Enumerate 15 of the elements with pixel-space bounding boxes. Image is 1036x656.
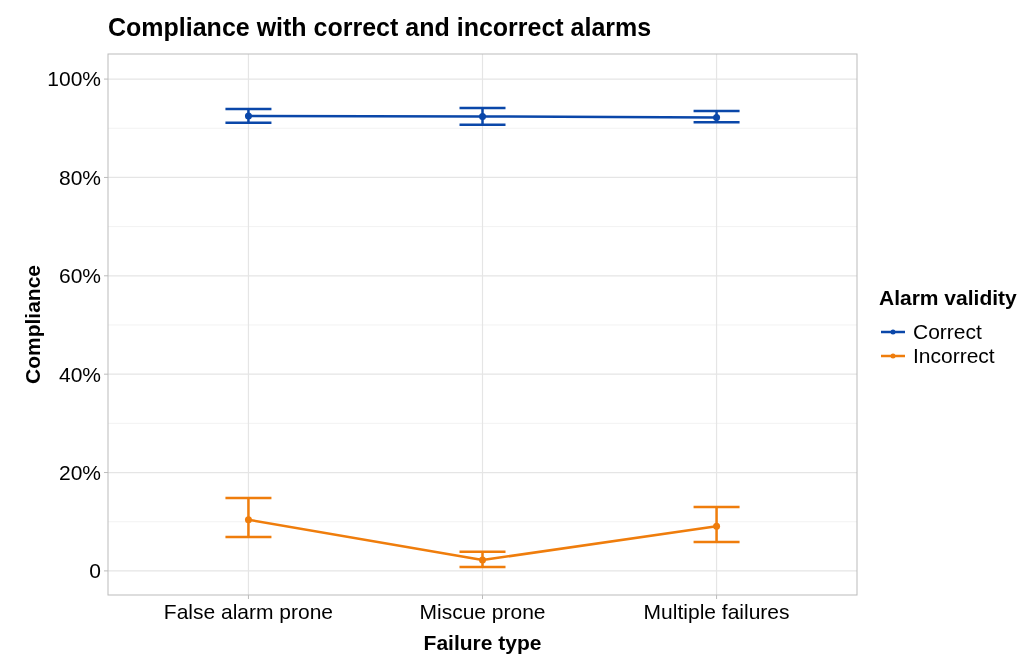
x-tick-label: False alarm prone (163, 600, 334, 623)
chart-title: Compliance with correct and incorrect alarms (108, 13, 652, 41)
y-tick-label: 40% (58, 362, 101, 386)
y-axis-title: Compliance (21, 264, 44, 385)
legend-label: Correct (913, 320, 983, 344)
legend-label: Incorrect (913, 344, 995, 368)
y-tick-label: 20% (58, 460, 101, 484)
y-tick-label: 80% (58, 165, 101, 189)
y-tick-label: 60% (58, 264, 101, 288)
y-tick-label: 100% (47, 67, 101, 91)
x-axis-title: Failure type (423, 631, 542, 654)
y-tick-label: 0 (89, 559, 101, 583)
legend-title: Alarm validity (879, 286, 1018, 309)
x-tick-label: Miscue prone (419, 600, 546, 623)
x-tick-label: Multiple failures (643, 600, 790, 623)
